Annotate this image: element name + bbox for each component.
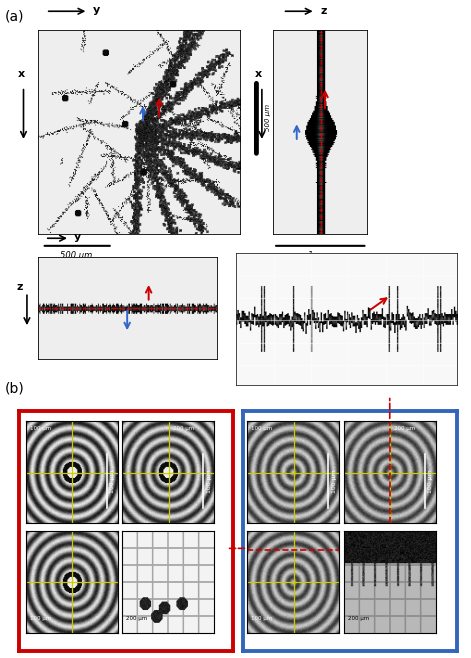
Text: $\mathbf{x}$: $\mathbf{x}$ bbox=[254, 70, 263, 80]
Text: 100 μm: 100 μm bbox=[30, 426, 51, 431]
Text: 100 μm: 100 μm bbox=[207, 469, 212, 493]
Text: 100 μm: 100 μm bbox=[251, 426, 272, 431]
Text: 100 μm: 100 μm bbox=[251, 616, 272, 620]
Text: 100 μm: 100 μm bbox=[428, 469, 433, 493]
Text: (b): (b) bbox=[5, 381, 24, 395]
Text: 100 μm: 100 μm bbox=[332, 469, 337, 493]
Text: $\mathbf{z}$: $\mathbf{z}$ bbox=[320, 7, 328, 16]
Text: 100 μm: 100 μm bbox=[30, 616, 51, 620]
Text: 200 μm: 200 μm bbox=[126, 616, 147, 620]
Text: (a): (a) bbox=[5, 9, 24, 24]
Text: $\mathbf{z}$: $\mathbf{z}$ bbox=[16, 282, 24, 292]
Text: 200 μm: 200 μm bbox=[348, 616, 369, 620]
Text: 200 μm: 200 μm bbox=[394, 426, 415, 431]
Text: 1 mm: 1 mm bbox=[308, 251, 333, 260]
Text: $\mathbf{y}$: $\mathbf{y}$ bbox=[92, 5, 101, 17]
Text: $\mathbf{y}$: $\mathbf{y}$ bbox=[73, 232, 82, 244]
Text: 500 μm: 500 μm bbox=[60, 251, 92, 260]
Text: 500 μm: 500 μm bbox=[265, 104, 270, 131]
Text: 100 μm: 100 μm bbox=[110, 469, 115, 493]
Text: 200 μm: 200 μm bbox=[173, 426, 194, 431]
Text: $\mathbf{x}$: $\mathbf{x}$ bbox=[17, 70, 26, 80]
